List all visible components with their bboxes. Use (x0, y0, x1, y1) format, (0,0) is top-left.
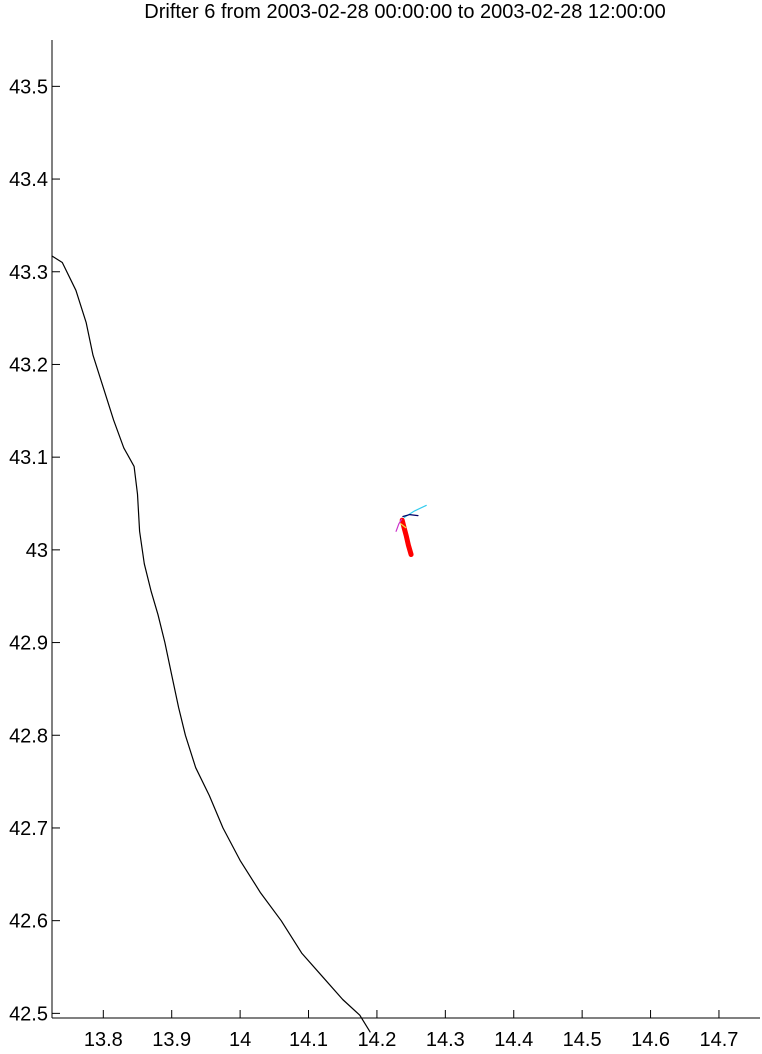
y-tick-label: 43 (26, 540, 48, 562)
y-tick-label: 43.4 (9, 169, 48, 191)
y-tick-label: 42.6 (9, 911, 48, 933)
series-layer (51, 255, 427, 1033)
series-line-0 (51, 255, 371, 1033)
x-axis-ticks: 13.8 13.9 14 14.1 14.2 14.3 14.4 14.5 14.6 14.7 (84, 1010, 738, 1051)
chart-title: Drifter 6 from 2003-02-28 00:00:00 to 20… (144, 1, 665, 23)
x-tick-label: 14.4 (494, 1029, 533, 1051)
x-tick-label: 14 (229, 1029, 251, 1051)
y-tick-label: 42.5 (9, 1003, 48, 1025)
y-tick-label: 43.3 (9, 262, 48, 284)
series-line-4 (400, 523, 407, 529)
y-tick-label: 43.1 (9, 447, 48, 469)
y-tick-label: 43.2 (9, 354, 48, 376)
y-tick-label: 42.7 (9, 818, 48, 840)
y-tick-label: 42.9 (9, 633, 48, 655)
x-tick-label: 14.5 (563, 1029, 602, 1051)
x-tick-label: 14.6 (631, 1029, 670, 1051)
x-tick-label: 14.1 (289, 1029, 328, 1051)
y-tick-label: 42.8 (9, 725, 48, 747)
x-tick-label: 13.9 (152, 1029, 191, 1051)
y-tick-label: 43.5 (9, 76, 48, 98)
x-tick-label: 14.3 (426, 1029, 465, 1051)
axes (51, 40, 760, 1019)
x-tick-label: 14.7 (699, 1029, 738, 1051)
x-tick-label: 13.8 (84, 1029, 123, 1051)
series-line-5 (402, 513, 419, 518)
series-line-2 (395, 518, 403, 532)
x-tick-label: 14.2 (357, 1029, 396, 1051)
y-axis-ticks: 42.5 42.6 42.7 42.8 42.9 43 43.1 43.2 43.3 43.4 43… (9, 76, 60, 1025)
